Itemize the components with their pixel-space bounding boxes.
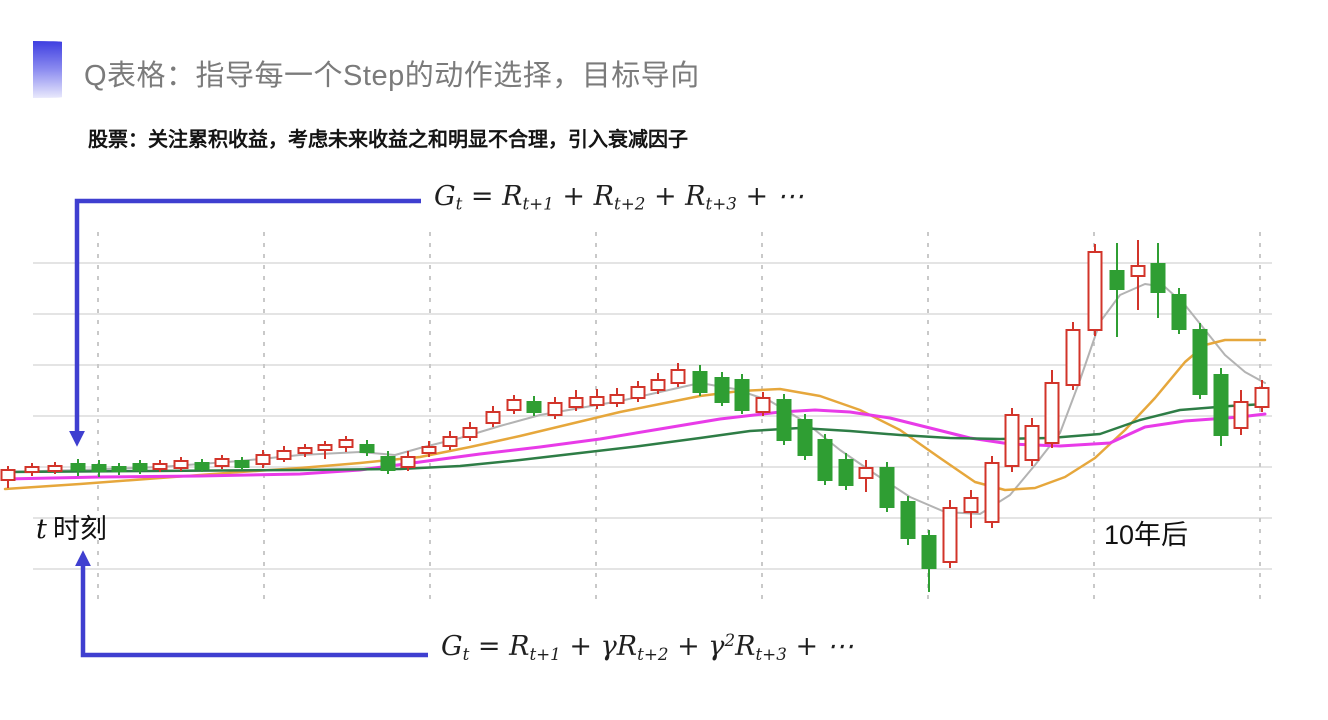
candle-up xyxy=(462,422,478,441)
candle-up xyxy=(1044,370,1060,448)
candle-down xyxy=(111,463,127,475)
candle-up xyxy=(984,456,1000,528)
candle-up xyxy=(47,462,63,474)
subtitle: 股票：关注累积收益，考虑未来收益之和明显不合理，引入衰减因子 xyxy=(88,129,688,151)
label-time-t: t 时刻 xyxy=(36,507,107,546)
candle-up xyxy=(1130,240,1146,310)
candle-down xyxy=(1109,243,1125,337)
candle-down xyxy=(1171,288,1187,334)
candle-up xyxy=(963,490,979,528)
candle-up xyxy=(421,441,437,457)
arrow-chart-to-bottom-formula xyxy=(75,550,428,658)
candle-down xyxy=(526,396,542,416)
candle-down xyxy=(380,451,396,474)
candle-up xyxy=(858,460,874,492)
candle-down xyxy=(817,434,833,485)
ma-slowest-green xyxy=(3,402,1267,474)
candle-up xyxy=(152,460,168,472)
candle-down xyxy=(194,459,210,472)
candle-up xyxy=(442,431,458,450)
candle-down xyxy=(70,459,86,476)
candle-down xyxy=(1150,243,1166,318)
candle-down xyxy=(838,453,854,490)
candle-down xyxy=(234,457,250,470)
page-title: Q表格：指导每一个Step的动作选择，目标导向 xyxy=(84,60,700,92)
candle-down xyxy=(900,496,916,545)
candle-down xyxy=(734,374,750,414)
formula-undiscounted-return: Gt = Rt+1 + Rt+2 + Rt+3 + ⋯ xyxy=(434,181,804,214)
candle-up xyxy=(568,390,584,411)
candle-up xyxy=(506,395,522,414)
label-ten-years-later: 10年后 xyxy=(1104,520,1189,550)
candle-up xyxy=(297,444,313,457)
ma-fast-gray xyxy=(4,283,1266,515)
candle-up xyxy=(1087,244,1103,336)
candle-up xyxy=(1233,390,1249,435)
candle-down xyxy=(132,460,148,474)
candle-down xyxy=(797,414,813,460)
candle-up xyxy=(0,466,16,488)
candle-up xyxy=(1065,322,1081,390)
candle-up xyxy=(214,455,230,469)
candle-down xyxy=(776,394,792,445)
candle-up xyxy=(650,373,666,394)
candle-down xyxy=(1192,323,1208,399)
candle-up xyxy=(630,381,646,402)
candle-down xyxy=(91,460,107,477)
candle-down xyxy=(359,440,375,456)
label-time-t-text: 时刻 xyxy=(52,514,107,544)
candle-up xyxy=(255,450,271,468)
candle-up xyxy=(1024,418,1040,466)
candles xyxy=(0,240,1270,592)
candle-down xyxy=(879,462,895,512)
candle-down xyxy=(921,530,937,592)
candle-up xyxy=(400,451,416,471)
label-time-t-symbol: t xyxy=(36,514,47,545)
candle-up xyxy=(276,446,292,462)
candle-up xyxy=(547,397,563,419)
candle-down xyxy=(1213,368,1229,446)
candle-up xyxy=(589,389,605,409)
candle-up xyxy=(755,392,771,416)
candle-up xyxy=(173,457,189,471)
candle-up xyxy=(1254,380,1270,412)
chart-gridlines xyxy=(33,232,1272,604)
arrow-top-formula-to-chart xyxy=(69,198,421,447)
candle-up xyxy=(338,436,354,452)
candle-up xyxy=(670,363,686,387)
candle-down xyxy=(714,372,730,406)
candle-up xyxy=(485,406,501,427)
formula-discounted-return: Gt = Rt+1 + γRt+2 + γ2Rt+3 + ⋯ xyxy=(441,630,854,664)
candle-up xyxy=(609,388,625,407)
candle-up xyxy=(942,500,958,568)
candle-up xyxy=(317,441,333,459)
candle-up xyxy=(1004,408,1020,472)
candle-up xyxy=(24,463,40,476)
candle-down xyxy=(692,365,708,396)
title-bullet-icon xyxy=(33,41,62,98)
